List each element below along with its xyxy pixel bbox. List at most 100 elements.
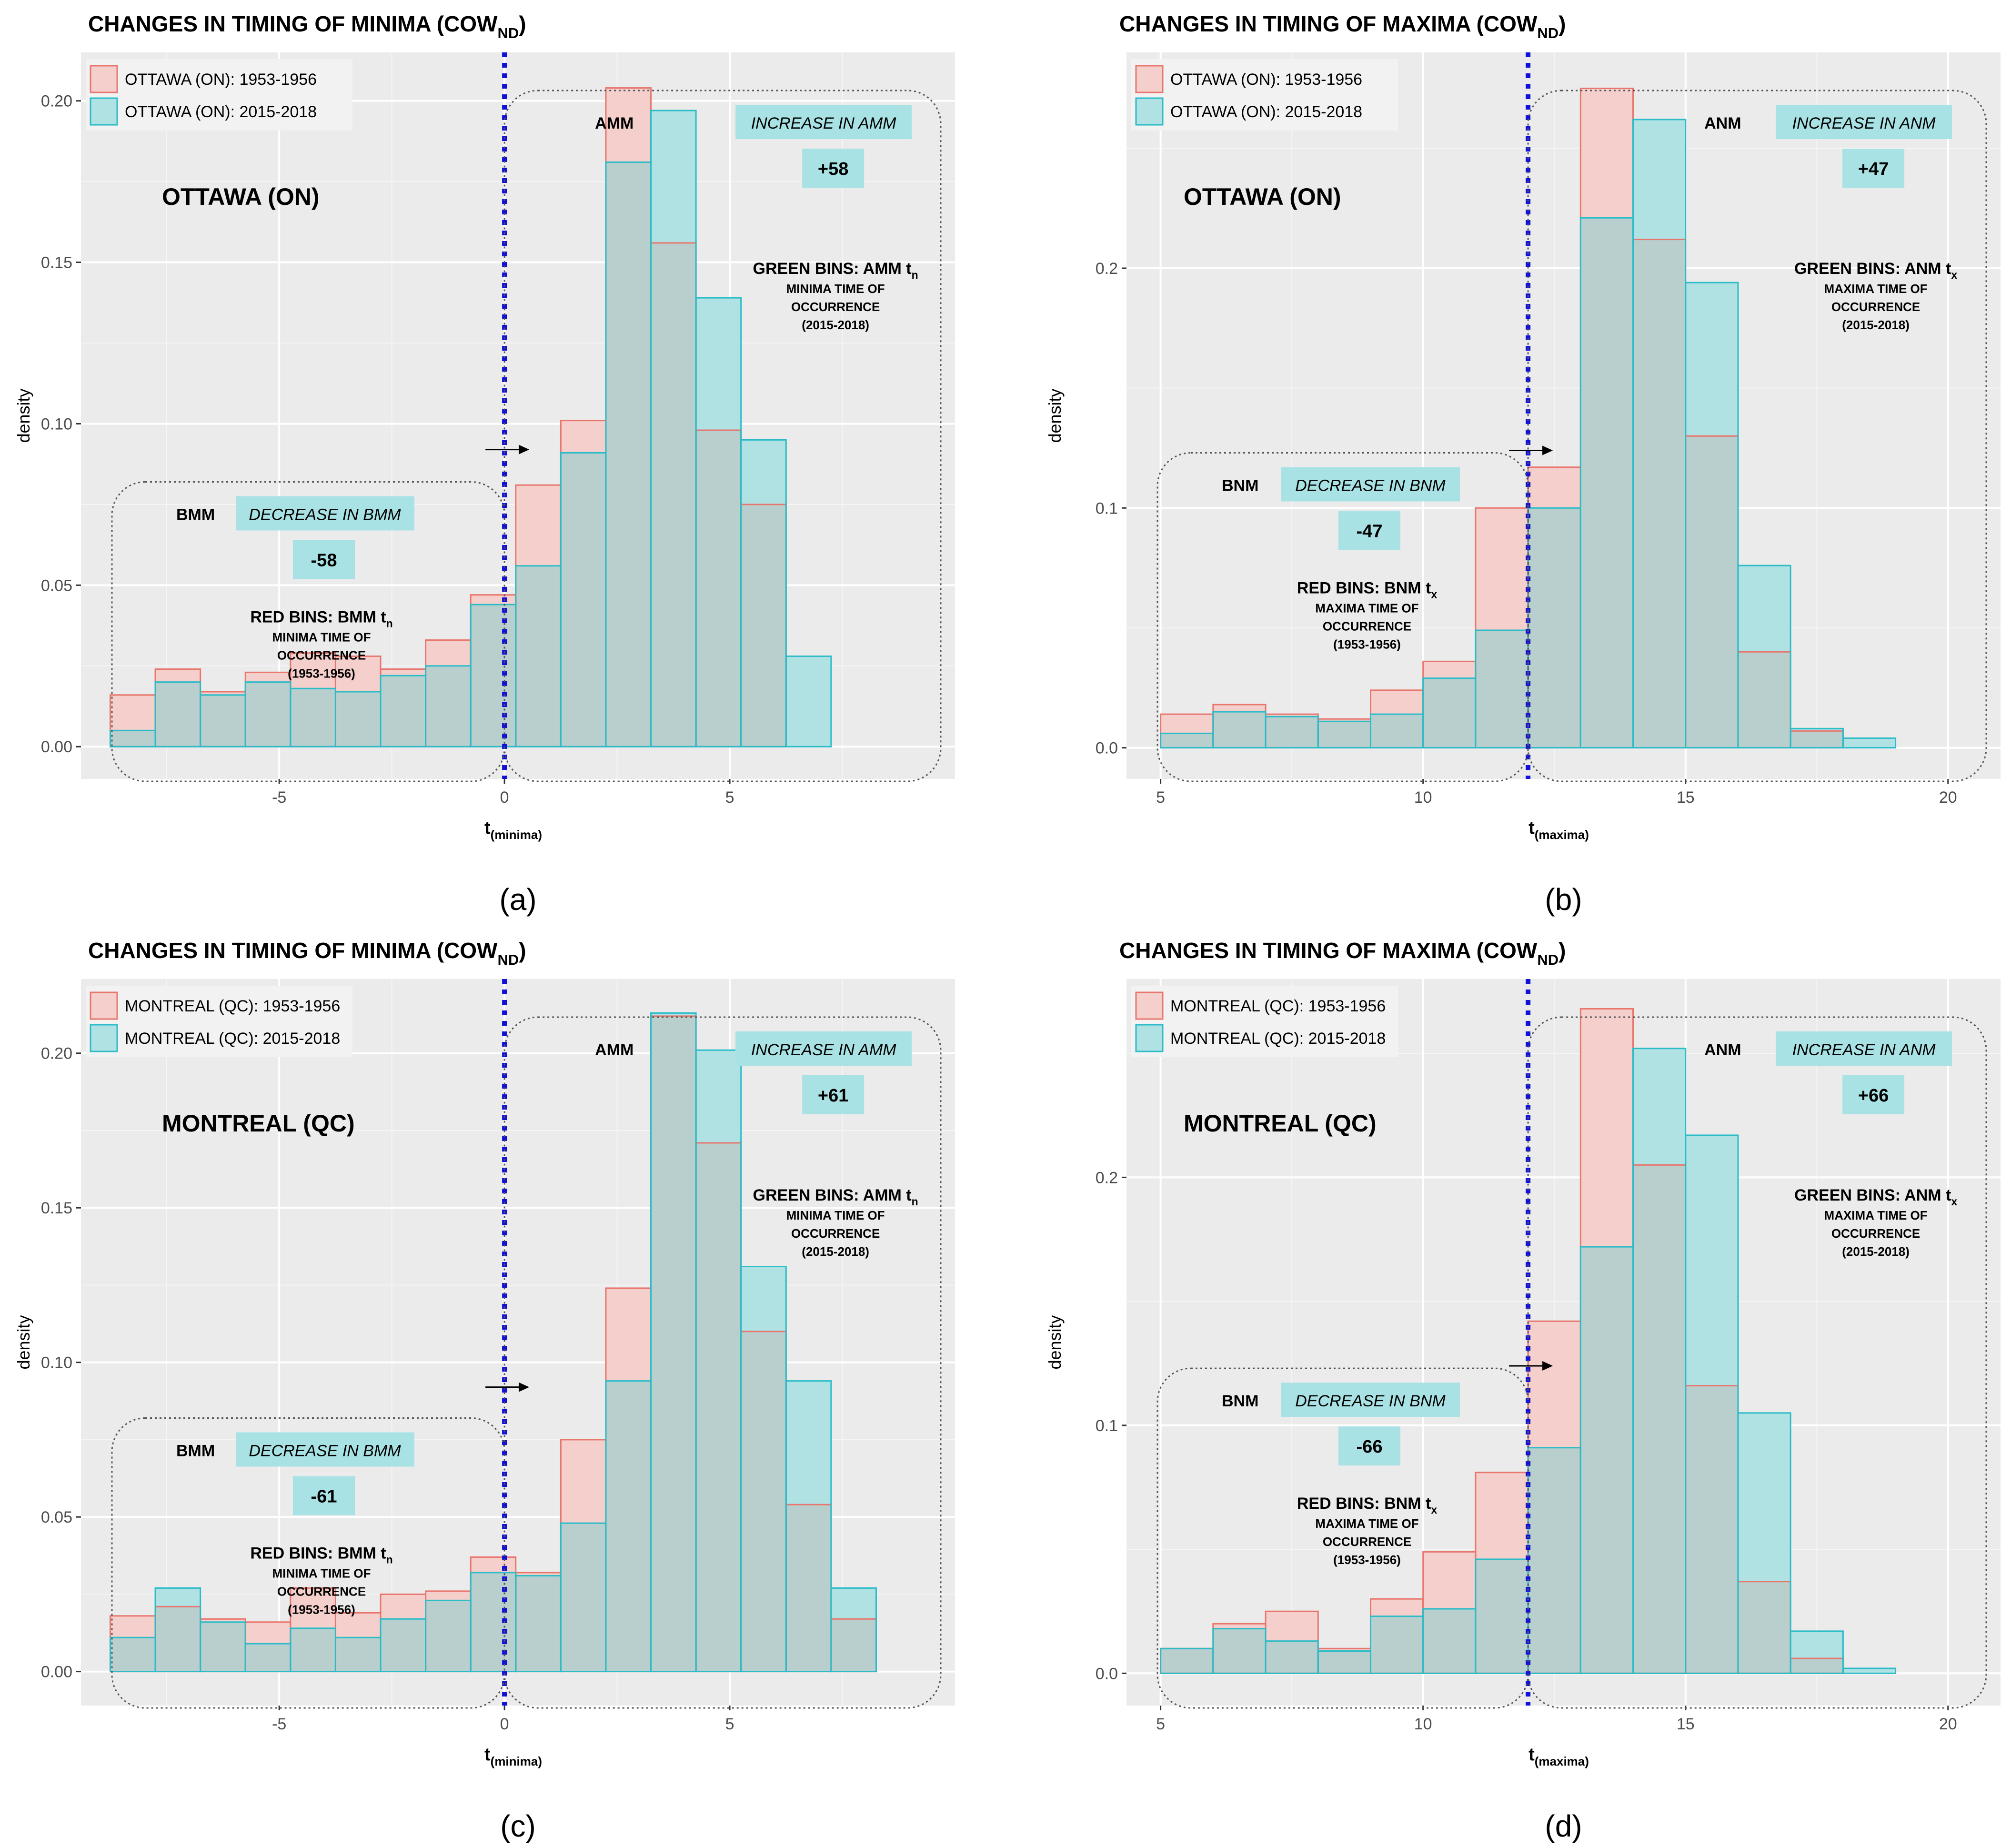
green-bins-desc-line: MAXIMA TIME OF [1824,282,1928,296]
bar-overlap [1160,1648,1213,1674]
decrease-callout-box [236,1432,414,1467]
green-bins-title: GREEN BINS: ANM tx [1794,1186,1957,1208]
y-tick-label: 0.20 [41,1045,72,1063]
legend-swatch [90,991,118,1020]
y-axis-label: density [1045,388,1065,443]
decrease-callout-text: DECREASE IN BMM [249,1442,401,1460]
bar-excess [381,1594,426,1619]
green-bins-desc-line: MINIMA TIME OF [786,1208,885,1222]
bar-overlap [1213,1628,1266,1674]
bar-overlap [335,1637,381,1672]
y-axis-label: density [14,1315,33,1369]
legend-background [1131,986,1398,1057]
green-bins-title: GREEN BINS: AMM tn [753,260,918,281]
green-bins-desc-line: OCCURRENCE [1831,300,1920,314]
bar-2015-2018 [785,655,832,747]
increase-callout-text: INCREASE IN AMM [751,1041,896,1059]
green-bins-desc-line: (2015-2018) [802,1244,869,1259]
bar-2015-2018 [1842,737,1897,749]
y-tick-label: 0.10 [41,1354,72,1372]
bar-2015-2018 [1790,1630,1844,1674]
panel-letter: (d) [1545,1809,1582,1843]
bar-overlap [200,1622,246,1672]
bar-excess [425,640,471,666]
red-bins-desc-line: OCCURRENCE [277,1584,366,1598]
bar-overlap [1475,630,1528,748]
bar-overlap [561,453,606,747]
above-group-box [503,90,942,782]
bar-overlap [1160,733,1213,748]
shift-arrow-head [519,444,530,454]
bar-overlap [651,242,696,747]
red-bins-title: RED BINS: BMM tn [250,1544,392,1565]
bar-overlap [1685,436,1738,748]
bar-overlap [1738,1581,1791,1674]
below-group-box [111,1417,505,1709]
y-tick-label: 0.15 [41,1199,72,1217]
bar-excess [1580,1009,1633,1247]
bar-overlap [741,504,786,747]
above-group-box [1527,1016,1987,1709]
green-bins-title: GREEN BINS: AMM tn [753,1186,918,1208]
bar-excess [1633,119,1686,240]
y-axis-label: density [1045,1315,1065,1369]
decrease-value: -66 [1357,1437,1383,1457]
bar-excess [1685,1135,1738,1386]
increase-value-box [1842,149,1905,188]
bar-overlap [1318,1651,1371,1674]
bar-excess [515,485,561,566]
bar-excess [1370,690,1423,715]
bar-excess [110,1616,156,1638]
bar-excess [1633,1048,1686,1165]
decrease-value-box [1338,511,1400,550]
bar-excess [1423,661,1476,678]
above-group-box [1527,90,1987,782]
x-tick-label: 10 [1414,1715,1432,1733]
bar-overlap [786,1505,831,1672]
bar-excess [651,1013,696,1016]
bar-overlap [1790,731,1843,748]
bar-overlap [290,688,336,747]
bar-overlap [741,1331,786,1672]
below-group-tag: BMM [176,1442,215,1460]
bar-excess [155,669,201,682]
bar-excess [1213,704,1266,712]
legend-background [86,986,352,1057]
legend-background [86,59,352,131]
legend-label: OTTAWA (ON): 2015-2018 [125,103,317,121]
shift-arrow-head [519,1382,530,1392]
bar-overlap [1528,508,1581,748]
bar-overlap [335,692,381,747]
y-tick-label: 0.2 [1096,260,1118,278]
bar-excess [1790,728,1843,731]
x-tick-label: 5 [1156,1715,1165,1733]
above-group-tag: ANM [1704,114,1741,132]
bar-2015-2018 [1842,1667,1897,1674]
increase-callout-box [735,105,912,139]
bar-excess [1475,1472,1528,1559]
bar-excess [1370,1599,1423,1616]
green-bins-title: GREEN BINS: ANM tx [1794,260,1957,281]
y-tick-label: 0.00 [41,738,72,756]
station-label: MONTREAL (QC) [1184,1110,1377,1137]
bar-overlap [561,1523,606,1672]
bar-overlap [200,695,246,747]
x-axis-label: t(maxima) [1528,818,1589,842]
red-bins-desc-line: MAXIMA TIME OF [1315,601,1418,616]
bar-excess [515,1572,561,1576]
bar-excess [1160,714,1213,734]
y-tick-label: 0.1 [1096,1417,1118,1435]
bar-excess [245,672,291,682]
bar-excess [1843,1668,1896,1674]
red-bins-desc-line: OCCURRENCE [1323,619,1411,634]
bar-overlap [605,162,651,747]
below-group-box [1156,452,1529,782]
y-tick-label: 0.0 [1096,739,1118,757]
bar-overlap [155,1606,201,1672]
red-bins-desc-line: MAXIMA TIME OF [1315,1516,1418,1531]
increase-callout-box [1776,1031,1952,1066]
x-tick-label: 20 [1939,788,1957,807]
bar-excess [1213,1624,1266,1629]
legend-label: MONTREAL (QC): 2015-2018 [1170,1030,1386,1048]
chart-panel-d: CHANGES IN TIMING OF MAXIMA (COWND) 0.0 0.… [1045,938,2001,1843]
